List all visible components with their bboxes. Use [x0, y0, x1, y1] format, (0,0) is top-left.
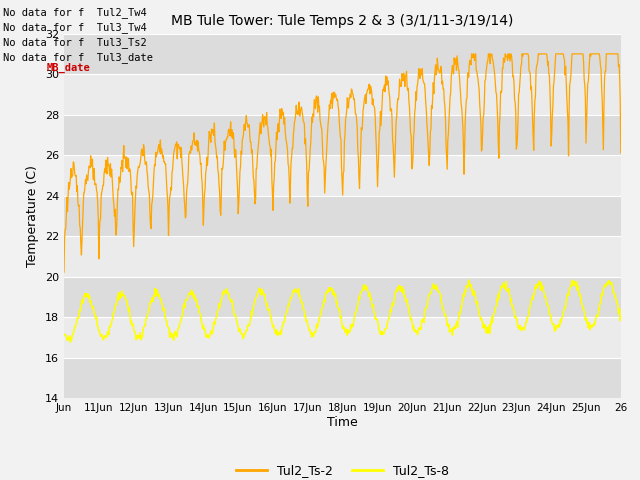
Tul2_Ts-2 [87, 153, 95, 159]
Bar [64, 317, 621, 358]
Tul2_Ts-2 [468, 51, 476, 57]
Bar [64, 34, 621, 74]
Title: MB Tule Tower: Tule Temps 2 & 3 (3/1/11-3/19/14): MB Tule Tower: Tule Temps 2 & 3 (3/1/11-… [172, 14, 513, 28]
Tul2_Ts-8 [60, 331, 68, 337]
Line: Tul2_Ts-2: Tul2_Ts-2 [64, 54, 621, 272]
Tul2_Ts-2 [388, 117, 396, 122]
Tul2_Ts-2 [589, 51, 597, 57]
Bar [64, 115, 621, 155]
Tul2_Ts-2 [291, 117, 299, 123]
Tul2_Ts-2 [60, 269, 68, 275]
Tul2_Ts-2 [163, 193, 171, 199]
Bar [64, 196, 621, 236]
Tul2_Ts-8 [617, 313, 625, 319]
Tul2_Ts-8 [590, 320, 598, 326]
Tul2_Ts-2 [598, 98, 606, 104]
Y-axis label: Temperature (C): Temperature (C) [26, 165, 39, 267]
Legend: Tul2_Ts-2, Tul2_Ts-8: Tul2_Ts-2, Tul2_Ts-8 [231, 459, 454, 480]
Bar [64, 74, 621, 115]
Tul2_Ts-8 [465, 277, 472, 283]
Tul2_Ts-2 [617, 150, 625, 156]
Bar [64, 236, 621, 277]
Tul2_Ts-8 [164, 324, 172, 329]
Line: Tul2_Ts-8: Tul2_Ts-8 [64, 280, 621, 342]
Bar [64, 155, 621, 196]
Tul2_Ts-8 [388, 300, 396, 306]
X-axis label: Time: Time [327, 416, 358, 429]
Tul2_Ts-8 [599, 291, 607, 297]
Bar [64, 358, 621, 398]
Text: MB_date: MB_date [47, 62, 90, 73]
Tul2_Ts-8 [88, 301, 95, 307]
Tul2_Ts-8 [67, 339, 74, 345]
Tul2_Ts-8 [292, 286, 300, 292]
Bar [64, 277, 621, 317]
Text: No data for f  Tul2_Tw4
No data for f  Tul3_Tw4
No data for f  Tul3_Ts2
No data : No data for f Tul2_Tw4 No data for f Tul… [3, 7, 153, 63]
